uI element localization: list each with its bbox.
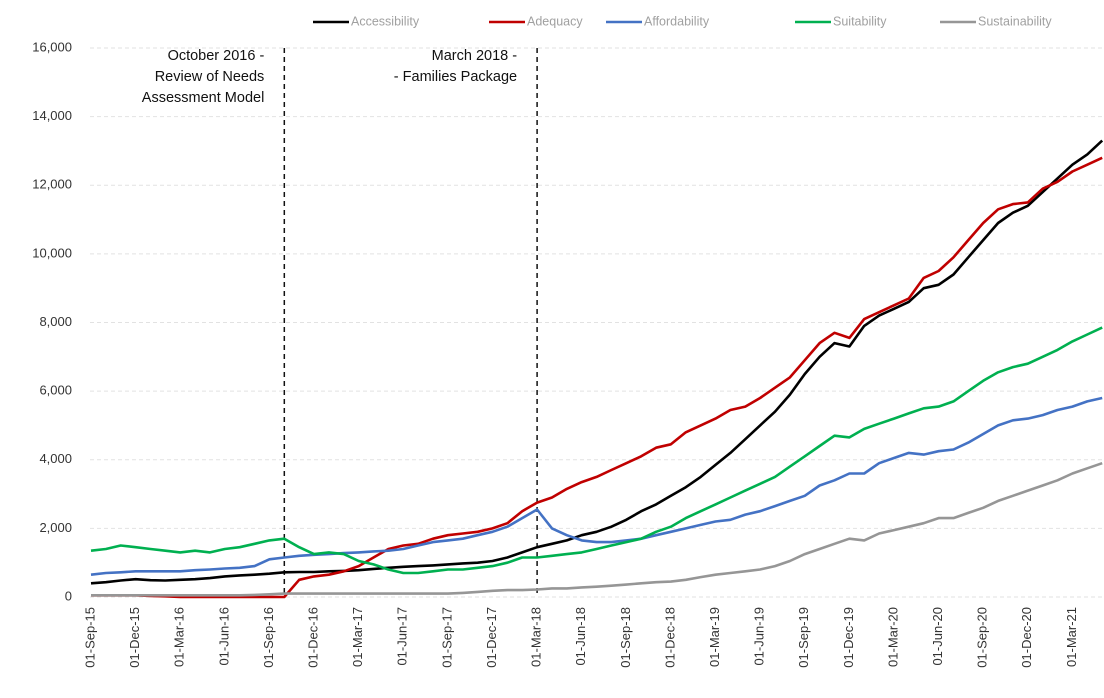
x-tick-label: 01-Jun-19 bbox=[752, 607, 767, 666]
legend-label: Affordability bbox=[644, 14, 710, 28]
x-tick-label: 01-Dec-15 bbox=[127, 607, 142, 668]
legend-label: Suitability bbox=[833, 14, 887, 28]
y-tick-label: 4,000 bbox=[39, 451, 72, 466]
annotation-text: October 2016 - bbox=[168, 48, 265, 64]
data-line bbox=[91, 461, 1103, 597]
x-tick-label: 01-Sep-20 bbox=[975, 607, 990, 668]
data-line bbox=[90, 139, 1104, 585]
data-line bbox=[91, 156, 1103, 599]
x-tick-label: 01-Sep-19 bbox=[796, 607, 811, 668]
x-tick-label: 01-Mar-20 bbox=[885, 607, 900, 667]
y-tick-label: 12,000 bbox=[32, 177, 72, 192]
x-tick-label: 01-Jun-20 bbox=[930, 607, 945, 666]
y-tick-label: 6,000 bbox=[39, 383, 72, 398]
legend-label: Adequacy bbox=[527, 14, 583, 28]
y-tick-label: 2,000 bbox=[39, 520, 72, 535]
y-tick-label: 10,000 bbox=[32, 245, 72, 260]
x-tick-label: 01-Mar-19 bbox=[707, 607, 722, 667]
x-tick-label: 01-Dec-16 bbox=[305, 607, 320, 668]
legend-label: Accessibility bbox=[351, 14, 420, 28]
x-tick-label: 01-Mar-17 bbox=[350, 607, 365, 667]
annotation-text: Assessment Model bbox=[142, 90, 265, 106]
data-line bbox=[90, 396, 1103, 576]
annotation-text: - Families Package bbox=[394, 69, 517, 85]
x-tick-label: 01-Mar-21 bbox=[1064, 607, 1079, 667]
x-tick-label: 01-Dec-17 bbox=[484, 607, 499, 668]
y-tick-label: 8,000 bbox=[39, 314, 72, 329]
x-tick-label: 01-Jun-18 bbox=[573, 607, 588, 666]
x-tick-label: 01-Dec-18 bbox=[662, 607, 677, 668]
x-tick-label: 01-Sep-17 bbox=[439, 607, 454, 668]
x-tick-label: 01-Dec-19 bbox=[841, 607, 856, 668]
y-tick-label: 14,000 bbox=[32, 108, 72, 123]
data-line bbox=[90, 326, 1103, 575]
x-tick-label: 01-Mar-18 bbox=[529, 607, 544, 667]
y-tick-label: 0 bbox=[65, 588, 72, 603]
legend-label: Sustainability bbox=[978, 14, 1052, 28]
x-tick-label: 01-Sep-15 bbox=[82, 607, 97, 668]
x-tick-label: 01-Sep-16 bbox=[261, 607, 276, 668]
x-tick-label: 01-Dec-20 bbox=[1019, 607, 1034, 668]
x-tick-label: 01-Jun-17 bbox=[395, 607, 410, 666]
y-tick-label: 16,000 bbox=[32, 39, 72, 54]
annotation-text: March 2018 - bbox=[432, 48, 518, 64]
x-tick-label: 01-Mar-16 bbox=[172, 607, 187, 667]
x-tick-label: 01-Sep-18 bbox=[618, 607, 633, 668]
annotation-text: Review of Needs bbox=[155, 69, 265, 85]
x-tick-label: 01-Jun-16 bbox=[216, 607, 231, 666]
